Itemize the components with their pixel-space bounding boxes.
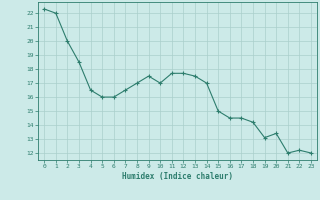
X-axis label: Humidex (Indice chaleur): Humidex (Indice chaleur) <box>122 172 233 181</box>
